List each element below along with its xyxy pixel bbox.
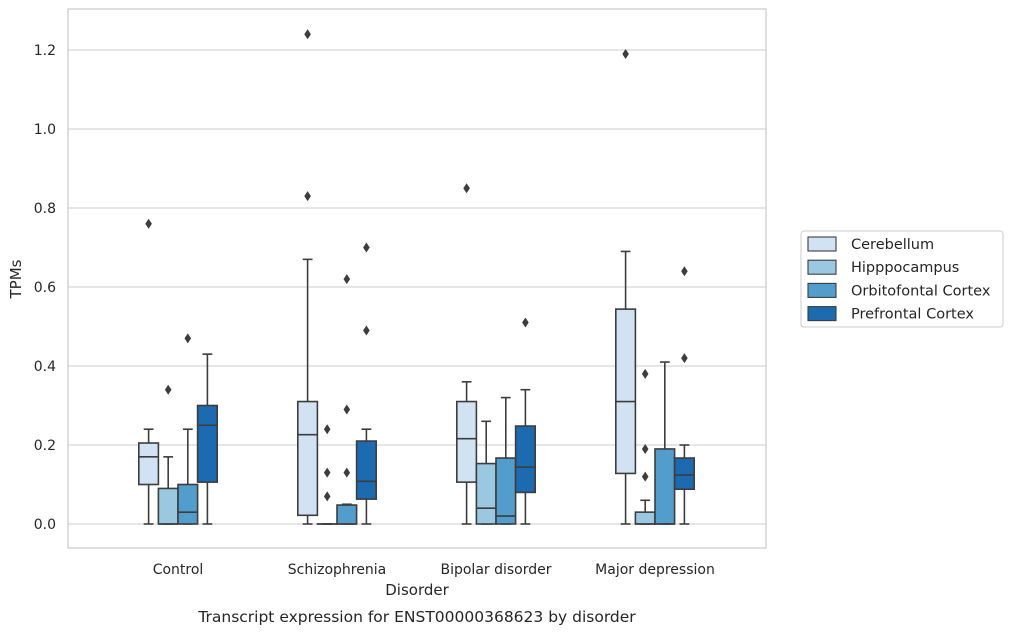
legend-label: Cerebellum [851, 237, 934, 253]
box-cerebellum [614, 48, 637, 525]
y-tick-label: 0.4 [34, 359, 56, 375]
y-axis-title: TPMs [7, 259, 25, 299]
outlier-point [463, 183, 470, 194]
box-iqr [296, 400, 319, 517]
legend-swatch [807, 259, 837, 275]
y-tick-label: 1.0 [34, 122, 56, 138]
outlier-point [343, 467, 351, 478]
x-tick-label: Bipolar disorder [440, 562, 551, 578]
outlier-point [323, 491, 331, 502]
x-axis-title: Disorder [385, 581, 449, 599]
outlier-point [363, 242, 370, 253]
box-iqr [495, 457, 517, 525]
box-cerebellum [138, 218, 160, 525]
plot-frame [67, 8, 767, 549]
box-hipppocampus [475, 420, 497, 525]
box-iqr [157, 487, 179, 525]
y-tick-label: 1.2 [34, 43, 56, 59]
chart-caption: Transcript expression for ENST0000036862… [197, 608, 636, 626]
box-orbitofontal-cortex [336, 274, 358, 525]
outlier-point [522, 317, 529, 328]
y-tick-label: 0.6 [34, 280, 56, 296]
outlier-point [164, 384, 172, 395]
outlier-point [681, 353, 688, 364]
box-iqr [634, 511, 656, 525]
box-hipppocampus [316, 424, 338, 525]
box-cerebellum [296, 29, 319, 525]
box-iqr [654, 448, 676, 525]
x-tick-labels: Control Schizophrenia Bipolar disorder Majo… [153, 562, 715, 578]
legend-swatch [807, 306, 837, 322]
box-plots [138, 29, 695, 525]
box-iqr [673, 457, 695, 491]
outlier-point [641, 471, 649, 482]
box-iqr [196, 404, 219, 483]
y-tick-label: 0.8 [34, 201, 56, 217]
outlier-point [343, 404, 351, 415]
y-tick-label: 0.0 [34, 517, 56, 533]
y-tick-label: 0.2 [34, 438, 56, 454]
legend-label: Hipppocampus [851, 260, 959, 276]
outlier-point [323, 467, 331, 478]
outlier-point [304, 191, 311, 202]
outlier-point [323, 424, 331, 435]
box-hipppocampus [157, 384, 179, 525]
outlier-point [363, 325, 370, 336]
box-cerebellum [455, 183, 478, 525]
x-tick-label: Control [153, 562, 204, 578]
box-iqr [177, 483, 199, 525]
legend-frame [800, 230, 1004, 328]
box-prefrontal-cortex [514, 317, 536, 525]
outlier-point [641, 443, 649, 454]
outlier-point [641, 368, 649, 379]
grid-lines [68, 49, 766, 525]
box-prefrontal-cortex [196, 353, 219, 525]
outlier-point [304, 29, 311, 40]
legend-swatch [807, 236, 837, 252]
x-tick-label: Major depression [595, 562, 715, 578]
x-tick-label: Schizophrenia [288, 562, 386, 578]
legend-swatch [807, 282, 837, 298]
outlier-point [184, 333, 192, 344]
legend-label: Prefrontal Cortex [851, 307, 974, 323]
outlier-point [145, 218, 152, 229]
box-iqr [336, 504, 358, 525]
box-prefrontal-cortex [673, 266, 695, 525]
box-hipppocampus [634, 368, 656, 525]
box-orbitofontal-cortex [654, 361, 676, 525]
y-tick-labels: 0.0 0.2 0.4 0.6 0.8 1.0 1.2 [34, 43, 56, 533]
legend-label: Orbitofontal Cortex [851, 283, 991, 299]
box-orbitofontal-cortex [177, 333, 199, 525]
box-iqr [138, 442, 160, 486]
box-iqr [355, 440, 378, 500]
outlier-point [681, 266, 688, 277]
box-iqr [455, 400, 478, 483]
outlier-point [622, 48, 629, 59]
box-iqr [475, 462, 497, 525]
box-iqr [614, 308, 637, 475]
box-prefrontal-cortex [355, 242, 378, 525]
outlier-point [343, 274, 351, 285]
box-orbitofontal-cortex [495, 396, 517, 525]
legend: Cerebellum Hipppocampus Orbitofontal Corte… [800, 230, 1004, 328]
box-iqr [514, 425, 536, 494]
